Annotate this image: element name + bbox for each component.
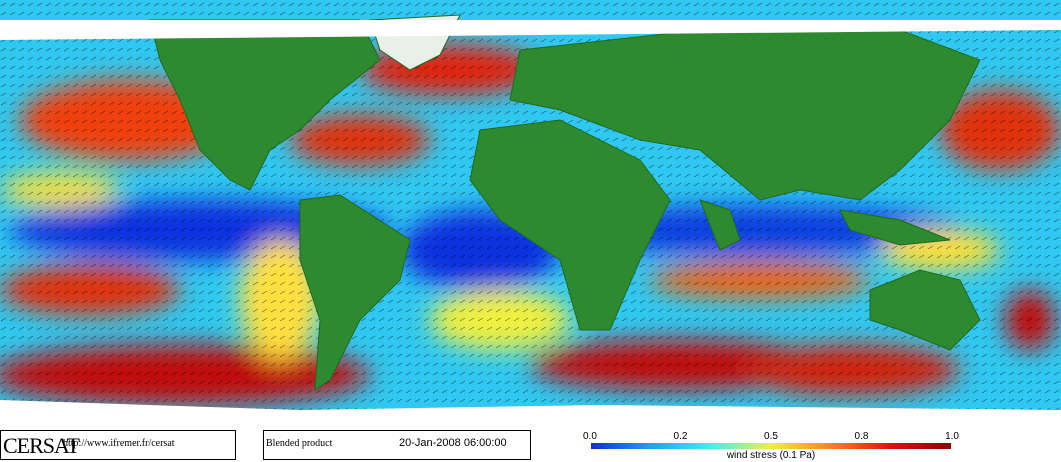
land xyxy=(0,14,1061,430)
url: http://www.ifremer.fr/cersat xyxy=(63,438,175,449)
colorbar-tick-label: 0.5 xyxy=(764,431,778,442)
colorbar-tick-label: 0.8 xyxy=(854,431,869,442)
colorbar-tick-label: 0.2 xyxy=(673,431,688,442)
colorbar-gradient xyxy=(591,443,951,449)
wind-stress-map xyxy=(0,0,1061,430)
brand: CERSAT xyxy=(3,433,80,458)
colorbar-label: wind stress (0.1 Pa) xyxy=(726,450,816,461)
colorbar-tick-label: 0.0 xyxy=(583,431,597,442)
colorbar-tick-label: 1.0 xyxy=(945,431,959,442)
brand-box: CERSAT http://www.ifremer.fr/cersat xyxy=(0,430,236,460)
product-name: Blended product xyxy=(266,438,333,449)
timestamp: 20-Jan-2008 06:00:00 xyxy=(399,437,507,449)
product-box: Blended product 20-Jan-2008 06:00:00 xyxy=(263,430,531,460)
colorbar: 0.0 0.2 0.5 0.8 1.0 wind stress (0.1 Pa) xyxy=(583,430,959,462)
colorbar-ticks: 0.0 0.2 0.5 0.8 1.0 xyxy=(583,431,959,442)
